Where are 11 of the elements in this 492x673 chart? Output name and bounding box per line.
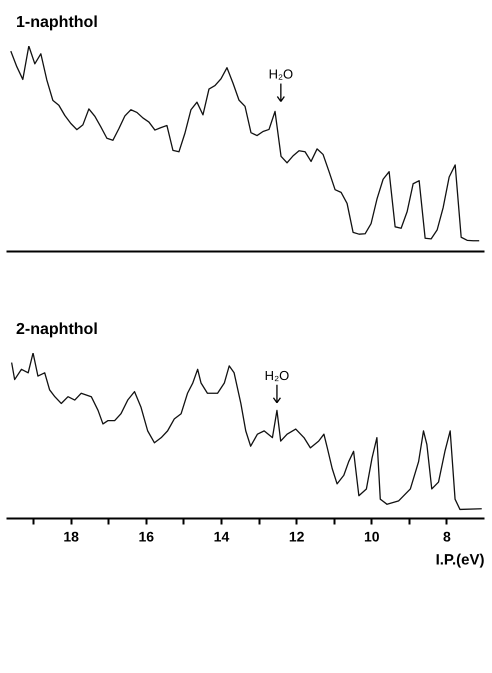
x-tick-label: 16 <box>138 528 154 544</box>
chart-title: 2-naphthol <box>16 321 98 338</box>
x-tick-label: 14 <box>214 528 230 544</box>
x-tick-label: 10 <box>364 528 380 544</box>
chart-title: 1-naphthol <box>16 14 98 31</box>
annotation: H₂O <box>268 66 294 82</box>
x-tick-label: 8 <box>443 528 452 544</box>
x-tick-label: 12 <box>288 528 305 544</box>
x-axis-title: I.P.(eV) <box>436 552 484 568</box>
annotation: H₂O <box>264 368 290 383</box>
x-tick-label: 18 <box>63 528 80 544</box>
